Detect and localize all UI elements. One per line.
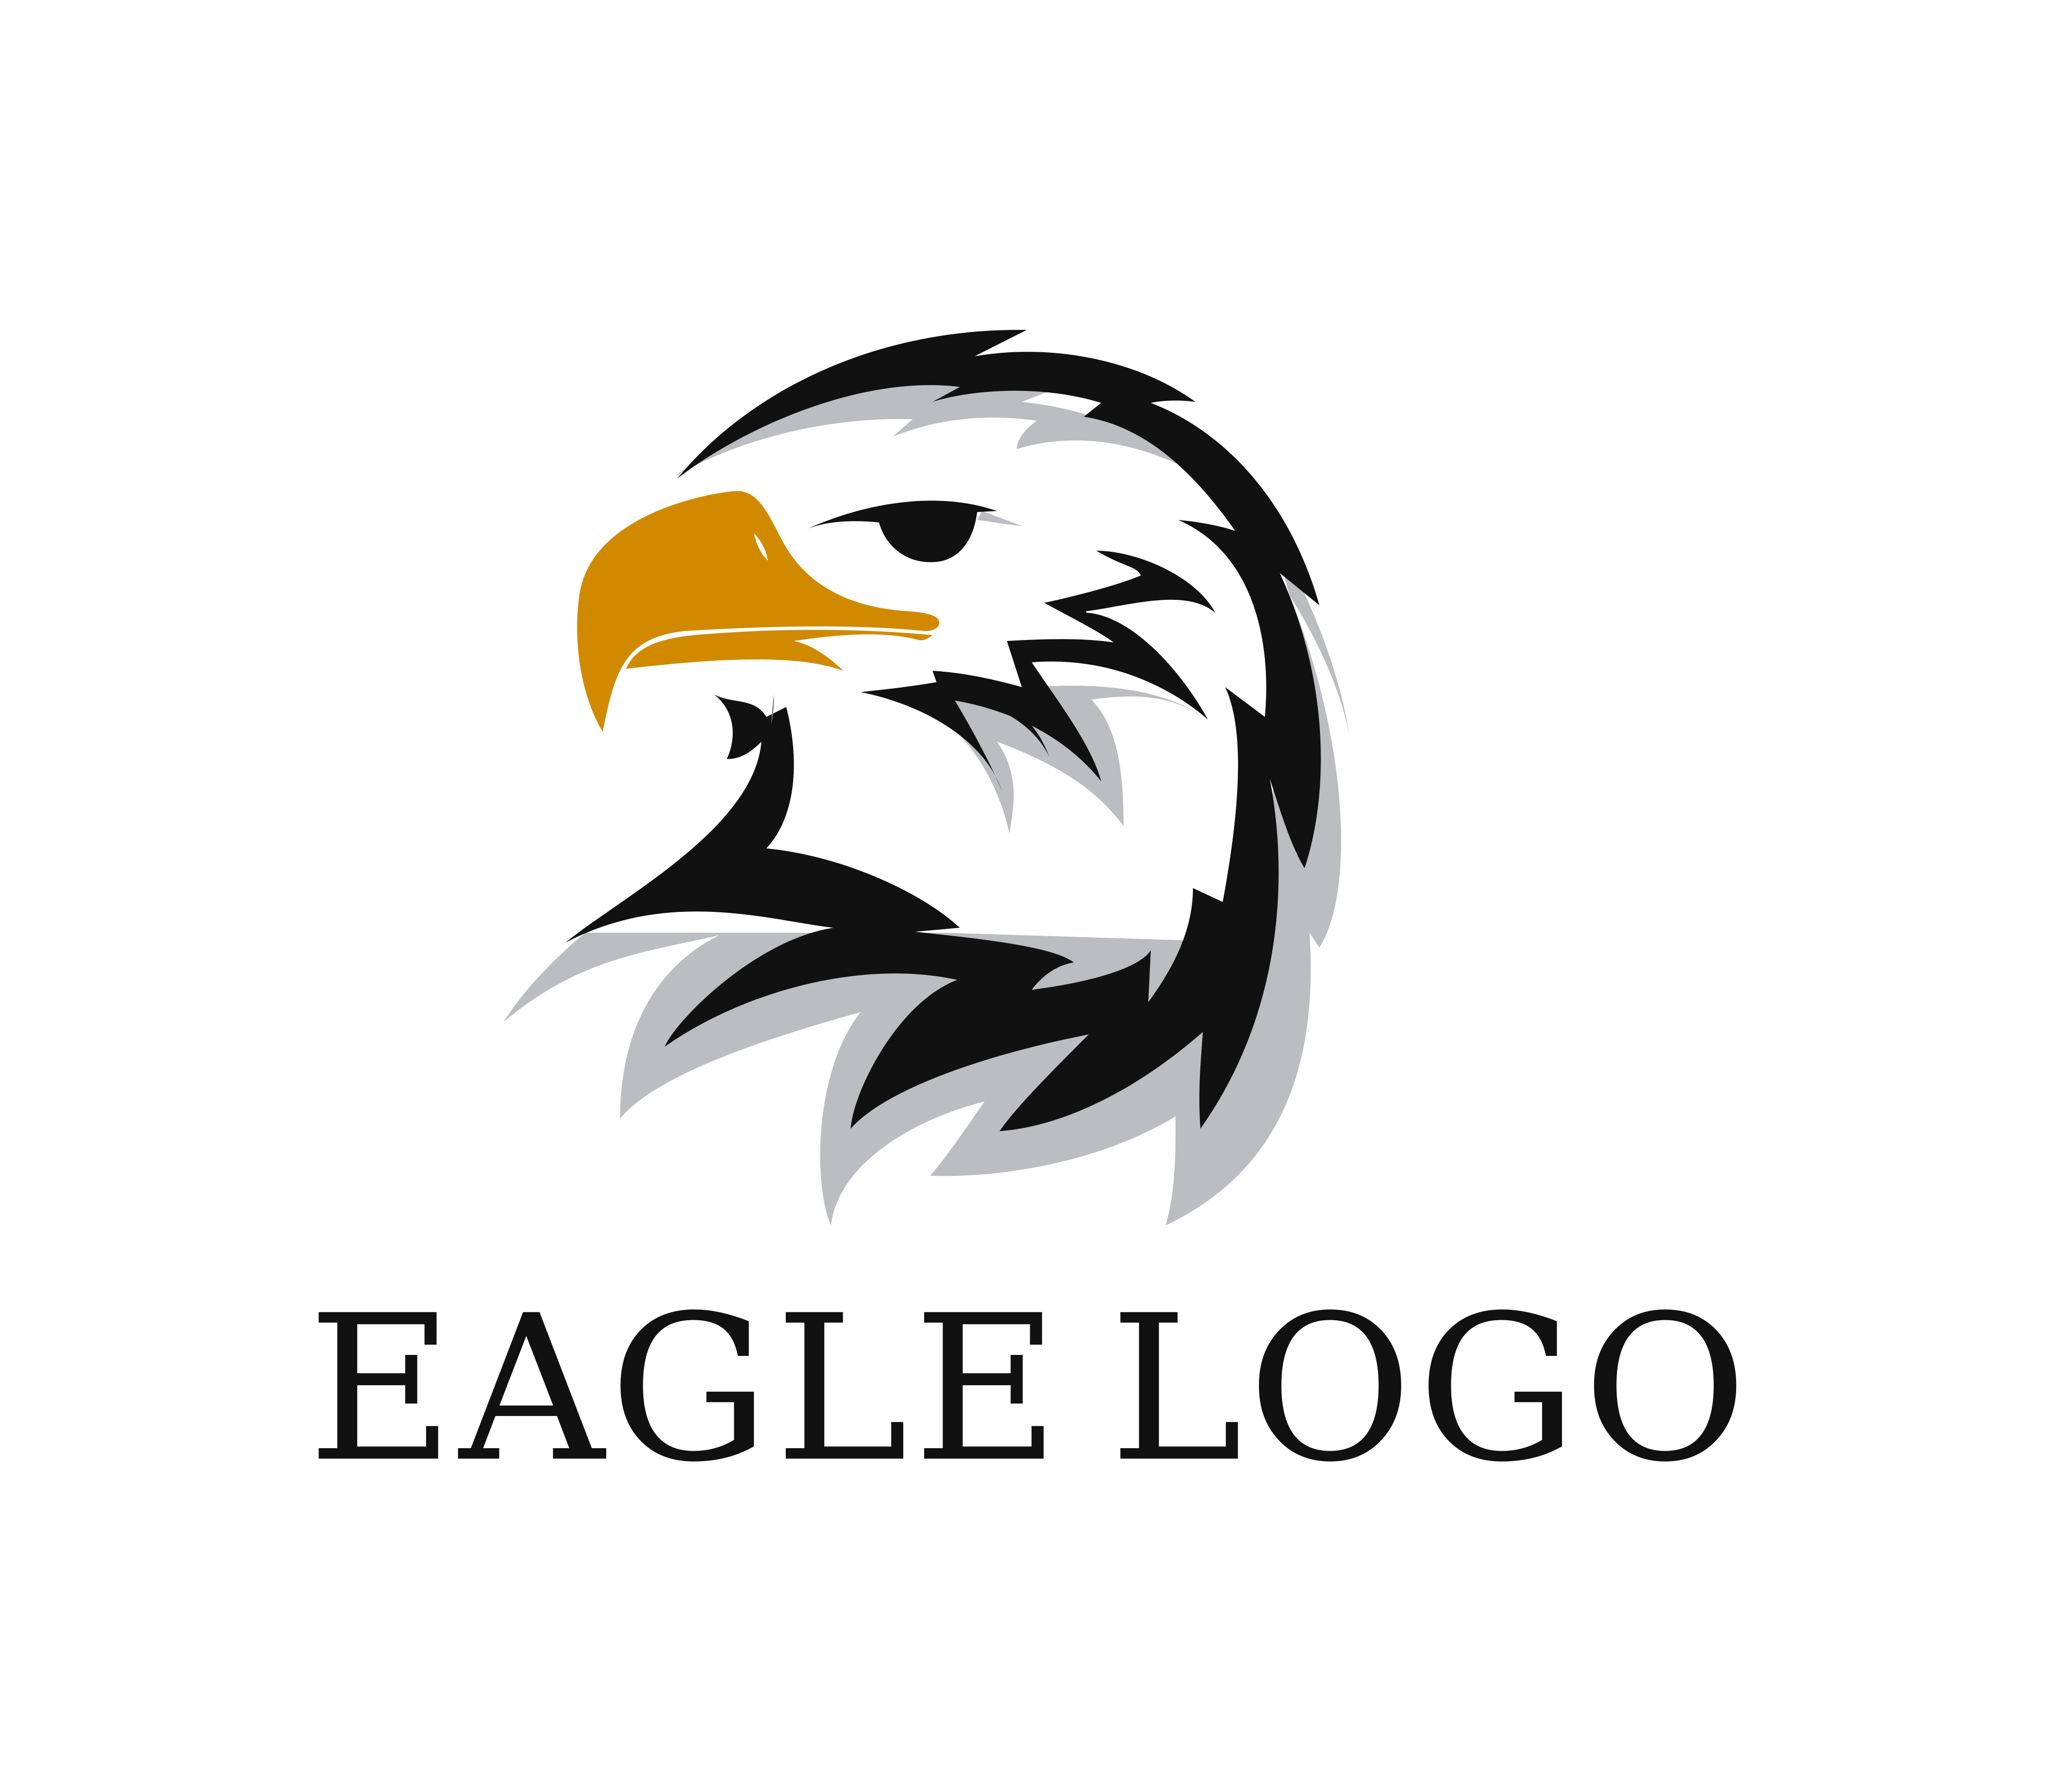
logo-wordmark: EAGLE LOGO (0, 1270, 2060, 1508)
wordmark-word-2: LOGO (1109, 1272, 1752, 1506)
wordmark-word-1: EAGLE (308, 1272, 1065, 1506)
crown-feathers (565, 329, 1321, 1131)
beak (577, 491, 939, 732)
